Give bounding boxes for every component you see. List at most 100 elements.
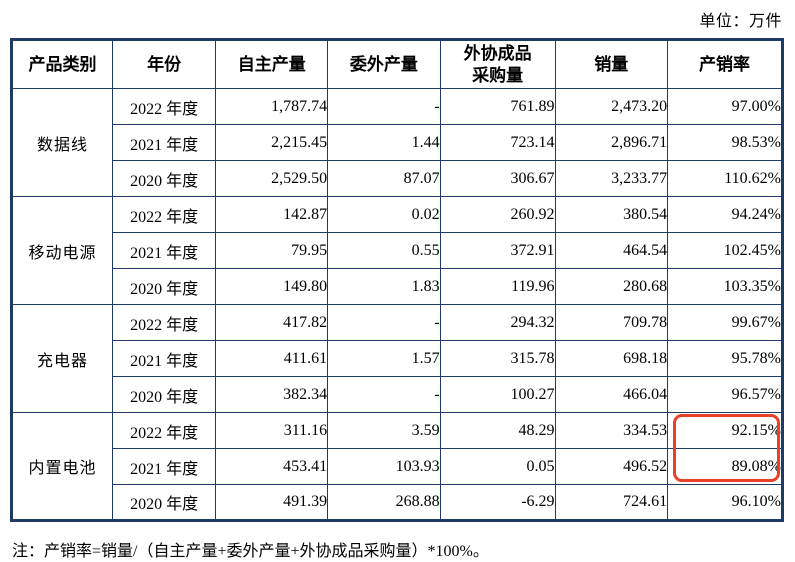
category-cell: 移动电源 (11, 196, 113, 305)
year-cell: 2022 年度 (111, 304, 217, 341)
value-cell: - (327, 88, 441, 125)
value-cell: 3,233.77 (554, 160, 669, 197)
value-cell: 1.57 (327, 340, 441, 377)
header-year: 年份 (111, 39, 217, 89)
category-cell: 数据线 (11, 88, 113, 197)
value-cell: 311.16 (215, 412, 329, 449)
value-cell: 315.78 (439, 340, 556, 377)
header-outsourced-production: 委外产量 (327, 39, 441, 89)
value-cell: 3.59 (327, 412, 441, 449)
value-cell: 380.54 (554, 196, 669, 233)
value-cell: 149.80 (215, 268, 329, 305)
value-cell: 372.91 (439, 232, 556, 269)
table-row: 移动电源 2022 年度 142.87 0.02 260.92 380.54 94.24% (11, 196, 783, 305)
value-cell: 411.61 (215, 340, 329, 377)
value-cell: 2,896.71 (554, 124, 669, 161)
value-cell: 0.55 (327, 232, 441, 269)
value-cell: 95.78% (667, 340, 783, 377)
year-cell: 2021 年度 (111, 448, 217, 485)
table-row: 2021 年度 79.95 0.55 372.91 464.54 102.45% (12, 232, 783, 269)
header-outsourced-purchases: 外协成品 采购量 (439, 39, 556, 89)
value-cell: 417.82 (215, 304, 329, 341)
value-cell: 103.35% (667, 268, 783, 305)
table-row: 2020 年度 149.80 1.83 119.96 280.68 103.35% (12, 268, 783, 305)
unit-label: 单位：万件 (699, 13, 782, 30)
value-cell: 119.96 (439, 268, 556, 305)
header-production-sales-ratio: 产销率 (667, 39, 783, 89)
header-row: 产品类别 年份 自主产量 委外产量 外协成品 采购量 销量 产销率 (11, 39, 783, 89)
value-cell: 306.67 (439, 160, 556, 197)
value-cell: 698.18 (554, 340, 669, 377)
header-product-category: 产品类别 (11, 39, 113, 89)
value-cell: 294.32 (439, 304, 556, 341)
year-cell: 2021 年度 (111, 340, 217, 377)
value-cell: 1.44 (327, 124, 441, 161)
table-row: 2021 年度 411.61 1.57 315.78 698.18 95.78% (12, 340, 783, 377)
category-cell: 充电器 (11, 304, 113, 413)
value-cell: 96.10% (667, 484, 783, 521)
value-cell: 280.68 (554, 268, 669, 305)
production-sales-table-wrap: 产品类别 年份 自主产量 委外产量 外协成品 采购量 销量 产销率 数据线 202… (10, 38, 784, 522)
value-cell: 102.45% (667, 232, 783, 269)
value-cell: 2,473.20 (554, 88, 669, 125)
value-cell: 1,787.74 (215, 88, 329, 125)
value-cell: 100.27 (439, 376, 556, 413)
table-row: 充电器 2022 年度 417.82-294.32 709.78 99.67% (11, 304, 783, 413)
table-row: 2021 年度 2,215.45 1.44 723.14 2,896.71 98.53% (12, 124, 783, 161)
value-cell: 0.05 (439, 448, 556, 485)
value-cell: 491.39 (215, 484, 329, 521)
table-row: 数据线 2022 年度 1,787.74-761.89 2,473.20 97.00% (11, 88, 783, 197)
value-cell: 98.53% (667, 124, 783, 161)
value-cell: 99.67% (667, 304, 783, 341)
value-cell: 94.24% (667, 196, 783, 233)
footnote: 注：产销率=销量/（自主产量+委外产量+外协成品采购量）*100%。 (12, 543, 489, 560)
year-cell: 2021 年度 (111, 232, 217, 269)
value-cell: 87.07 (327, 160, 441, 197)
value-cell: 761.89 (439, 88, 556, 125)
value-cell: -6.29 (439, 484, 556, 521)
value-cell: 723.14 (439, 124, 556, 161)
value-cell: 110.62% (667, 160, 783, 197)
value-cell: 92.15% (667, 412, 783, 449)
table-row: 2020 年度 382.34-100.27 466.04 96.57% (12, 376, 783, 413)
value-cell: 142.87 (215, 196, 329, 233)
category-cell: 内置电池 (11, 412, 113, 521)
value-cell: 96.57% (667, 376, 783, 413)
value-cell: 334.53 (554, 412, 669, 449)
table-row: 2020 年度 2,529.50 87.07 306.67 3,233.77 110.62… (12, 160, 783, 197)
value-cell: 97.00% (667, 88, 783, 125)
value-cell: 453.41 (215, 448, 329, 485)
value-cell: - (327, 304, 441, 341)
value-cell: 79.95 (215, 232, 329, 269)
year-cell: 2022 年度 (111, 88, 217, 125)
production-sales-table: 产品类别 年份 自主产量 委外产量 外协成品 采购量 销量 产销率 数据线 202… (10, 38, 784, 522)
value-cell: 464.54 (554, 232, 669, 269)
value-cell: 709.78 (554, 304, 669, 341)
year-cell: 2020 年度 (111, 484, 217, 521)
value-cell: 466.04 (554, 376, 669, 413)
year-cell: 2021 年度 (111, 124, 217, 161)
header-self-production: 自主产量 (215, 39, 329, 89)
year-cell: 2020 年度 (111, 268, 217, 305)
value-cell: 724.61 (554, 484, 669, 521)
year-cell: 2022 年度 (111, 196, 217, 233)
table-row: 内置电池 2022 年度 311.16 3.59 48.29 334.53 92.15% (11, 412, 783, 521)
value-cell: 496.52 (554, 448, 669, 485)
value-cell: 382.34 (215, 376, 329, 413)
header-sales-volume: 销量 (554, 39, 669, 89)
value-cell: 260.92 (439, 196, 556, 233)
value-cell: 89.08% (667, 448, 783, 485)
value-cell: - (327, 376, 441, 413)
value-cell: 2,529.50 (215, 160, 329, 197)
year-cell: 2020 年度 (111, 376, 217, 413)
year-cell: 2020 年度 (111, 160, 217, 197)
table-row: 2021 年度 453.41 103.93 0.05 496.52 89.08% (12, 448, 783, 485)
value-cell: 268.88 (327, 484, 441, 521)
value-cell: 1.83 (327, 268, 441, 305)
value-cell: 2,215.45 (215, 124, 329, 161)
value-cell: 48.29 (439, 412, 556, 449)
year-cell: 2022 年度 (111, 412, 217, 449)
value-cell: 103.93 (327, 448, 441, 485)
table-body: 数据线 2022 年度 1,787.74-761.89 2,473.20 97.00% 2… (11, 88, 783, 521)
table-row: 2020 年度 491.39 268.88 -6.29 724.61 96.10% (12, 484, 783, 521)
